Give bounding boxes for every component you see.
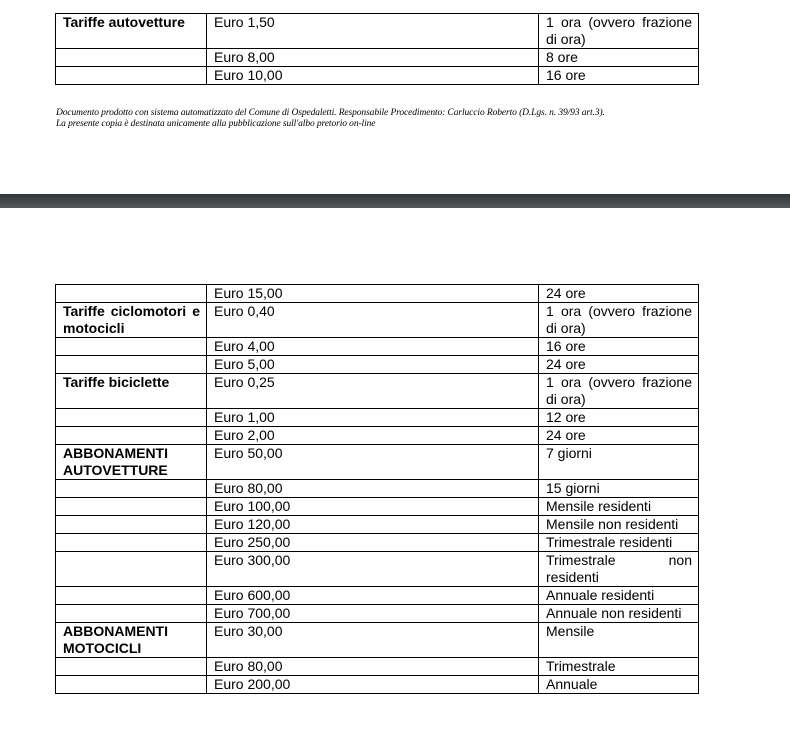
category-cell <box>55 586 207 605</box>
table-row: Euro 15,00 24 ore <box>55 284 699 303</box>
duration-cell: 16 ore <box>538 66 699 85</box>
duration-cell: 16 ore <box>538 337 699 356</box>
table-row: Tariffe ciclomotori e motocicli Euro 0,40… <box>55 302 699 338</box>
table-row: Euro 80,00 15 giorni <box>55 479 699 498</box>
table-row: Euro 2,00 24 ore <box>55 426 699 445</box>
category-cell <box>55 355 207 374</box>
duration-cell: Annuale <box>538 675 699 694</box>
duration-cell: Annuale non residenti <box>538 604 699 623</box>
category-cell <box>55 426 207 445</box>
price-cell: Euro 80,00 <box>206 479 539 498</box>
duration-cell: Mensile residenti <box>538 497 699 516</box>
table-row: Euro 250,00 Trimestrale residenti <box>55 533 699 552</box>
table-row: Euro 80,00 Trimestrale <box>55 657 699 676</box>
duration-cell: 24 ore <box>538 426 699 445</box>
price-cell: Euro 250,00 <box>206 533 539 552</box>
duration-cell: 24 ore <box>538 284 699 303</box>
category-cell <box>55 515 207 534</box>
table-row: Euro 300,00 Trimestrale non residenti <box>55 551 699 587</box>
table-row: Euro 120,00 Mensile non residenti <box>55 515 699 534</box>
price-cell: Euro 10,00 <box>206 66 539 85</box>
table-row: Tariffe biciclette Euro 0,25 1 ora (ovvero… <box>55 373 699 409</box>
table-row: Euro 10,00 16 ore <box>55 66 699 85</box>
category-cell <box>55 533 207 552</box>
table-row: Euro 4,00 16 ore <box>55 337 699 356</box>
price-cell: Euro 15,00 <box>206 284 539 303</box>
duration-cell: Mensile non residenti <box>538 515 699 534</box>
tariff-table-page2: Euro 15,00 24 ore Tariffe ciclomotori e mo… <box>55 284 699 694</box>
price-cell: Euro 4,00 <box>206 337 539 356</box>
duration-cell: 15 giorni <box>538 479 699 498</box>
price-cell: Euro 0,40 <box>206 302 539 338</box>
duration-cell: Trimestrale non residenti <box>538 551 699 587</box>
category-cell <box>55 657 207 676</box>
category-cell <box>55 675 207 694</box>
price-cell: Euro 120,00 <box>206 515 539 534</box>
duration-cell: Annuale residenti <box>538 586 699 605</box>
price-cell: Euro 2,00 <box>206 426 539 445</box>
table-row: ABBONAMENTI MOTOCICLI Euro 30,00 Mensile <box>55 622 699 658</box>
price-cell: Euro 100,00 <box>206 497 539 516</box>
table-row: Euro 1,00 12 ore <box>55 408 699 427</box>
category-cell <box>55 408 207 427</box>
footer-line-1: Documento prodotto con sistema automatiz… <box>56 108 605 118</box>
duration-cell: 1 ora (ovvero frazione di ora) <box>538 13 699 49</box>
price-cell: Euro 700,00 <box>206 604 539 623</box>
table-row: Euro 200,00 Annuale <box>55 675 699 694</box>
category-cell <box>55 479 207 498</box>
category-cell <box>55 284 207 303</box>
price-cell: Euro 80,00 <box>206 657 539 676</box>
footer-line-2: La presente copia è destinata unicamente… <box>56 119 376 129</box>
table-row: Euro 100,00 Mensile residenti <box>55 497 699 516</box>
category-cell <box>55 551 207 587</box>
table-row: ABBONAMENTI AUTOVETTURE Euro 50,00 7 giorn… <box>55 444 699 480</box>
category-cell <box>55 48 207 67</box>
price-cell: Euro 300,00 <box>206 551 539 587</box>
duration-cell: 1 ora (ovvero frazione di ora) <box>538 373 699 409</box>
table-row: Euro 600,00 Annuale residenti <box>55 586 699 605</box>
price-cell: Euro 1,00 <box>206 408 539 427</box>
category-cell: ABBONAMENTI MOTOCICLI <box>55 622 207 658</box>
price-cell: Euro 200,00 <box>206 675 539 694</box>
table-row: Tariffe autovetture Euro 1,50 1 ora (ovver… <box>55 13 699 49</box>
table-row: Euro 8,00 8 ore <box>55 48 699 67</box>
price-cell: Euro 0,25 <box>206 373 539 409</box>
category-cell: Tariffe autovetture <box>55 13 207 49</box>
price-cell: Euro 30,00 <box>206 622 539 658</box>
category-cell: Tariffe ciclomotori e motocicli <box>55 302 207 338</box>
category-cell <box>55 497 207 516</box>
price-cell: Euro 50,00 <box>206 444 539 480</box>
price-cell: Euro 1,50 <box>206 13 539 49</box>
table-row: Euro 700,00 Annuale non residenti <box>55 604 699 623</box>
duration-cell: 1 ora (ovvero frazione di ora) <box>538 302 699 338</box>
duration-cell: 24 ore <box>538 355 699 374</box>
price-cell: Euro 5,00 <box>206 355 539 374</box>
category-cell: ABBONAMENTI AUTOVETTURE <box>55 444 207 480</box>
duration-cell: 7 giorni <box>538 444 699 480</box>
document-footer: Documento prodotto con sistema automatiz… <box>56 108 605 130</box>
duration-cell: Mensile <box>538 622 699 658</box>
duration-cell: 12 ore <box>538 408 699 427</box>
table-row: Euro 5,00 24 ore <box>55 355 699 374</box>
duration-cell: 8 ore <box>538 48 699 67</box>
category-cell <box>55 337 207 356</box>
category-cell <box>55 604 207 623</box>
price-cell: Euro 600,00 <box>206 586 539 605</box>
duration-cell: Trimestrale <box>538 657 699 676</box>
price-cell: Euro 8,00 <box>206 48 539 67</box>
tariff-table-page1: Tariffe autovetture Euro 1,50 1 ora (ovver… <box>55 13 699 85</box>
duration-cell: Trimestrale residenti <box>538 533 699 552</box>
page-separator <box>0 194 790 208</box>
category-cell: Tariffe biciclette <box>55 373 207 409</box>
category-cell <box>55 66 207 85</box>
